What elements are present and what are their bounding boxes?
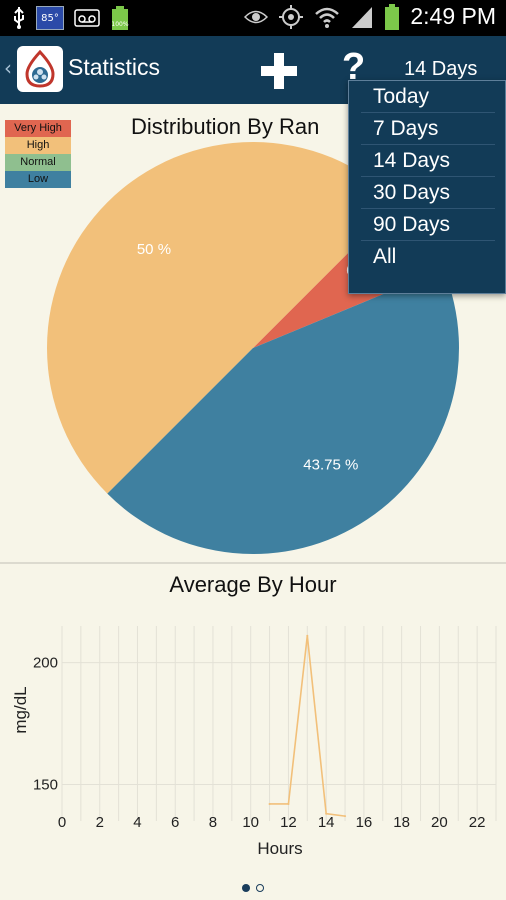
eye-icon <box>244 10 269 23</box>
pie-chart: 6.25 %50 %43.75 % <box>47 142 460 555</box>
range-option-today[interactable]: Today <box>361 81 495 113</box>
x-tick-label: 22 <box>469 814 486 831</box>
pie-slice-high <box>47 142 399 494</box>
series-point <box>325 812 328 815</box>
x-tick-label: 12 <box>280 814 297 831</box>
clock: 2:49 PM <box>410 3 496 29</box>
x-tick-label: 0 <box>58 814 66 831</box>
range-option-90-days[interactable]: 90 Days <box>361 209 495 241</box>
pie-legend: Very High High Normal Low <box>5 120 71 188</box>
page-title: Statistics <box>68 54 161 80</box>
status-right-icons: 2:49 PM <box>244 3 496 30</box>
usb-icon <box>14 7 24 29</box>
range-option-14-days[interactable]: 14 Days <box>361 145 495 177</box>
pie-label-low: 43.75 % <box>303 456 358 473</box>
series-point <box>306 634 309 637</box>
x-tick-label: 16 <box>356 814 373 831</box>
legend-normal: Normal <box>5 154 71 171</box>
temperature-icon: 85° <box>36 6 64 30</box>
battery-small-icon: 100% <box>111 6 129 30</box>
page-dot-1[interactable] <box>242 884 250 892</box>
plus-icon <box>261 53 297 89</box>
app-logo-icon[interactable] <box>17 46 63 92</box>
line-chart: 150 200 0 2 4 6 8 10 12 14 16 18 20 22 Hours mg/dL <box>11 626 497 858</box>
voicemail-icon <box>74 9 100 27</box>
signal-icon <box>352 6 373 28</box>
gps-icon <box>279 4 304 29</box>
legend-very-high: Very High <box>5 120 71 137</box>
x-tick-label: 8 <box>209 814 217 831</box>
battery-level-text: 100% <box>111 21 128 28</box>
add-button[interactable] <box>258 50 300 92</box>
y-axis-label: mg/dL <box>11 686 30 733</box>
status-bar: 85° 100% <box>0 0 506 36</box>
x-tick-label: 10 <box>242 814 259 831</box>
page-dot-2[interactable] <box>256 884 264 892</box>
legend-low: Low <box>5 171 71 188</box>
app-logo-graphic <box>25 49 55 88</box>
legend-high: High <box>5 137 71 154</box>
y-tick-label: 150 <box>33 776 58 793</box>
range-option-30-days[interactable]: 30 Days <box>361 177 495 209</box>
series-point <box>344 815 347 818</box>
x-tick-label: 6 <box>171 814 179 831</box>
pie-slice-low <box>107 269 460 555</box>
average-by-hour-panel: Average By Hour 150 200 0 2 4 6 8 10 12 14 16 18 20 2… <box>0 566 506 874</box>
range-option-7-days[interactable]: 7 Days <box>361 113 495 145</box>
series-point <box>268 802 271 805</box>
help-button[interactable]: ? <box>342 46 366 88</box>
range-option-all[interactable]: All <box>373 245 397 268</box>
battery-icon <box>385 3 400 30</box>
x-tick-label: 14 <box>318 814 335 831</box>
action-bar: ‹ Statistics ? 14 Days <box>0 36 506 104</box>
x-axis-label: Hours <box>257 839 302 858</box>
wifi-icon <box>315 7 340 28</box>
pie-chart-title: Distribution By Ran <box>131 114 320 139</box>
x-tick-label: 20 <box>431 814 448 831</box>
x-tick-label: 2 <box>96 814 104 831</box>
y-tick-label: 200 <box>33 655 58 672</box>
pie-label-high: 50 % <box>137 241 171 258</box>
x-tick-label: 18 <box>393 814 410 831</box>
status-left-icons: 85° 100% <box>12 6 130 30</box>
page-indicator <box>0 876 506 900</box>
line-chart-title: Average By Hour <box>169 572 337 597</box>
series-point <box>287 802 290 805</box>
range-dropdown-menu: Today 7 Days 14 Days 30 Days 90 Days All <box>348 80 506 294</box>
x-tick-label: 4 <box>133 814 141 831</box>
chevron-left-icon[interactable]: ‹ <box>4 56 12 80</box>
range-spinner[interactable]: 14 Days <box>404 58 478 80</box>
